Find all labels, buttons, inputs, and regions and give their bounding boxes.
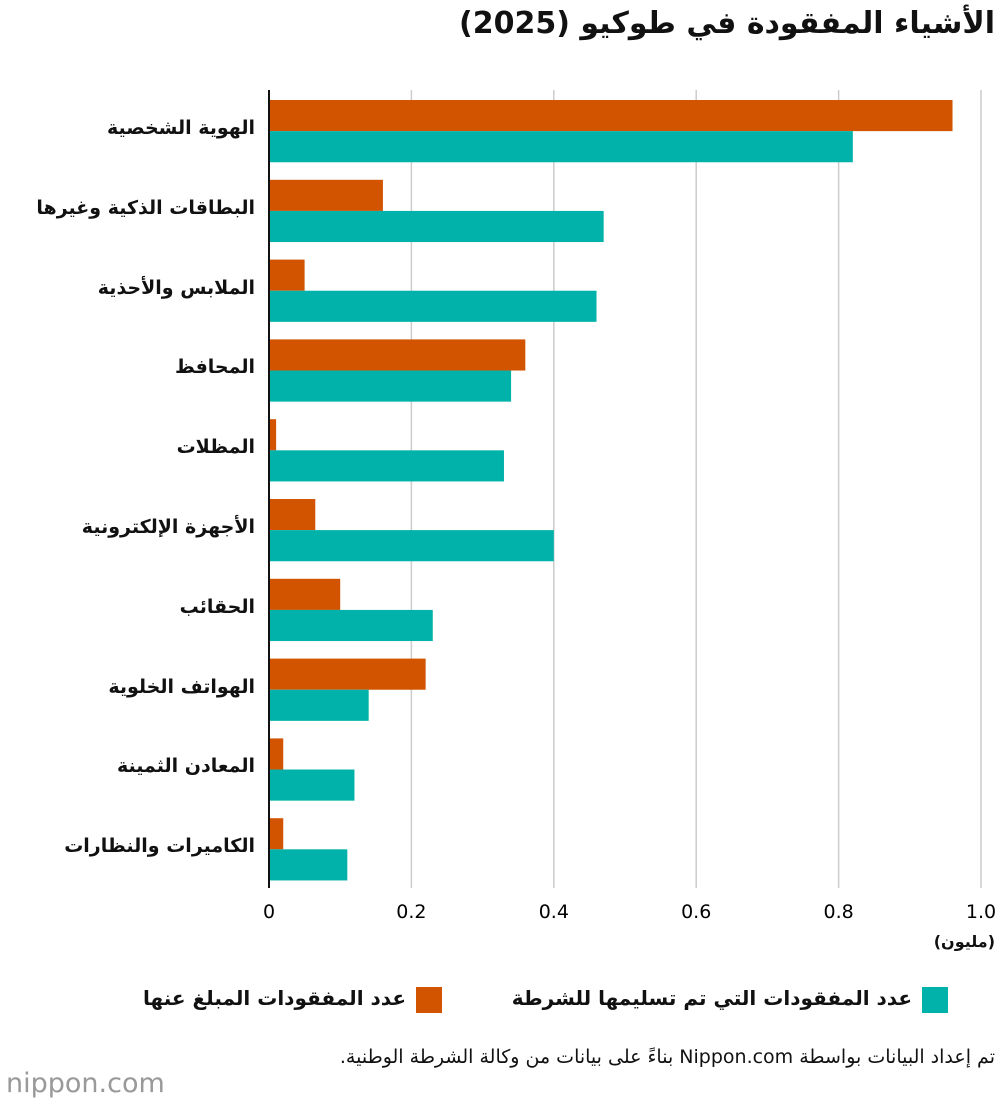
legend-label: عدد المفقودات التي تم تسليمها للشرطة (511, 986, 912, 1010)
y-tick-label: الهواتف الخلوية (108, 675, 255, 698)
bar (269, 210, 604, 243)
x-tick-label: 0.8 (823, 901, 853, 923)
bar (269, 339, 526, 371)
bar (269, 131, 853, 163)
legend-swatch (416, 987, 442, 1013)
y-tick-label: المعادن الثمينة (116, 755, 255, 778)
bar (269, 370, 512, 402)
bar (269, 419, 277, 451)
bar (269, 689, 369, 721)
bar (269, 849, 348, 881)
bar (269, 450, 504, 482)
legend-swatch (922, 987, 948, 1013)
bar (269, 499, 316, 531)
y-tick-label: البطاقات الذكية وغيرها (36, 196, 255, 219)
bar (269, 609, 433, 642)
legend-label: عدد المفقودات المبلغ عنها (143, 986, 406, 1010)
x-tick-label: 0.6 (681, 901, 711, 923)
bar (269, 769, 355, 801)
chart-title: الأشياء المفقودة في طوكيو (2025) (459, 6, 995, 41)
bar (269, 290, 597, 322)
bar (269, 530, 554, 562)
x-tick-label: 0.2 (396, 901, 426, 923)
bar (269, 259, 305, 291)
y-tick-label: الكاميرات والنظارات (64, 835, 255, 858)
bar (269, 818, 284, 850)
bar (269, 179, 383, 211)
source-note: تم إعداد البيانات بواسطة Nippon.com بناء… (339, 1046, 995, 1068)
x-tick-label: 1.0 (966, 901, 996, 923)
y-tick-label: الحقائب (179, 595, 255, 618)
y-tick-label: الهوية الشخصية (106, 116, 255, 139)
logo: nippon.com (6, 1068, 165, 1099)
bar (269, 100, 953, 132)
y-tick-label: الملابس والأحذية (97, 276, 255, 299)
y-tick-label: الأجهزة الإلكترونية (81, 515, 255, 538)
bar (269, 658, 426, 690)
x-axis-unit: (مليون) (933, 932, 995, 951)
y-tick-label: المظلات (176, 436, 255, 459)
x-tick-label: 0.4 (539, 901, 569, 923)
y-tick-label: المحافظ (175, 356, 255, 379)
x-tick-label: 0 (263, 901, 275, 923)
bar (269, 738, 284, 770)
bar (269, 578, 341, 610)
